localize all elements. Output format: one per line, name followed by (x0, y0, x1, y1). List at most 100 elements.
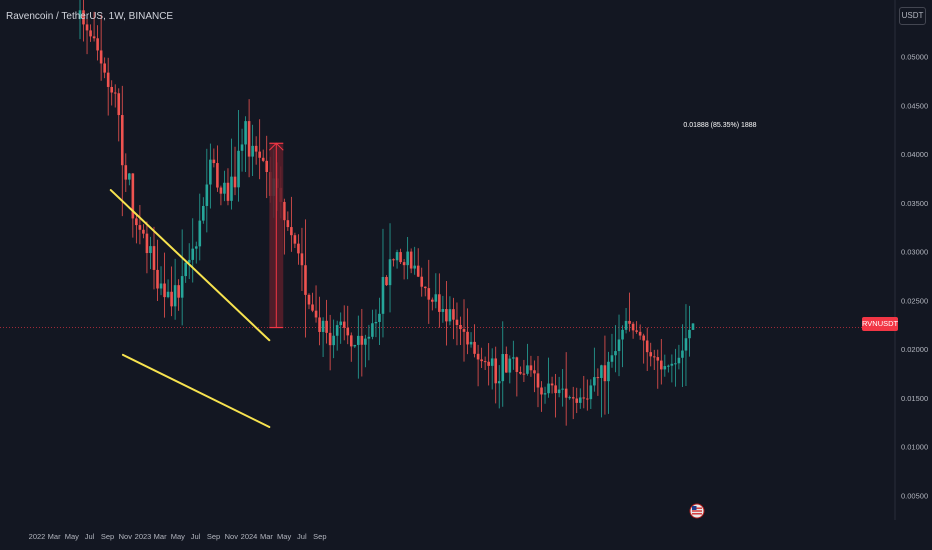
candle-body (459, 324, 462, 330)
price-scale[interactable]: 0.05000 0.04500 0.04000 0.03500 0.03000 0.025… (901, 53, 928, 501)
current-price-badge: RVNUSDT (862, 317, 898, 331)
candle-body (667, 365, 670, 367)
candle-body (416, 265, 420, 277)
candle-body (360, 335, 364, 345)
candle-body (120, 115, 124, 166)
candle-body (219, 187, 223, 194)
us-flag-event-icon[interactable] (689, 503, 705, 519)
symbol-title[interactable]: Ravencoin / TetherUS, 1W, BINANCE (6, 11, 174, 22)
time-label: Sep (101, 532, 114, 541)
candle-body (663, 366, 667, 370)
candle-body (638, 331, 642, 336)
candle-body (575, 398, 579, 403)
candle-body (110, 86, 114, 93)
candle-body (265, 160, 269, 172)
time-label: Sep (313, 532, 326, 541)
candle-body (533, 370, 536, 374)
candle-body (163, 283, 166, 298)
candle-body (78, 10, 82, 19)
candle-body (156, 269, 159, 289)
candle-body (293, 235, 297, 244)
candle-body (145, 233, 149, 254)
candle-body (543, 393, 547, 395)
candle-body (519, 371, 522, 374)
candle-body (339, 321, 343, 326)
candle-body (469, 341, 473, 345)
candle-body (642, 335, 645, 341)
trendline-drawings[interactable] (109, 189, 271, 428)
candle-body (332, 335, 335, 346)
candle-body (209, 159, 212, 185)
candle-body (135, 218, 138, 226)
price-label: 0.01000 (901, 443, 928, 452)
candle-body (240, 144, 244, 151)
candle-body (230, 176, 233, 201)
candle-body (152, 246, 156, 270)
candle-body (321, 320, 325, 332)
candle-body (96, 38, 99, 51)
time-label: Jul (297, 532, 307, 541)
candle-body (198, 220, 202, 247)
candle-body (529, 365, 533, 371)
candle-body (483, 361, 487, 363)
candle-body (578, 397, 582, 403)
candle-body (659, 360, 663, 370)
candle-body (131, 173, 135, 219)
candle-body (603, 365, 607, 382)
candle-body (445, 309, 448, 322)
candle-body (388, 259, 392, 286)
candle-body (476, 353, 480, 360)
candle-body (374, 321, 378, 324)
trendline-upper[interactable] (109, 189, 271, 342)
candle-body (670, 363, 674, 366)
candle-body (406, 251, 409, 266)
candle-body (142, 229, 145, 234)
price-label: 0.00500 (901, 491, 928, 500)
price-label: 0.04000 (901, 150, 928, 159)
price-range-measure-tool[interactable]: 0.01888 (85.35%) 1888 (268, 122, 757, 329)
candle-body (522, 373, 526, 375)
candle-body (318, 317, 321, 332)
time-label: May (171, 532, 185, 541)
candle-body (649, 352, 653, 357)
trendline-lower[interactable] (121, 353, 271, 428)
currency-button[interactable]: USDT (899, 7, 926, 25)
time-label: May (277, 532, 291, 541)
candle-body (173, 285, 177, 307)
candle-body (515, 357, 519, 372)
candle-body (652, 356, 656, 358)
candle-body (212, 159, 216, 164)
candle-body (314, 310, 318, 318)
candle-body (586, 398, 589, 400)
candle-body (691, 323, 695, 330)
candle-body (194, 246, 198, 249)
candlestick-series (78, 0, 695, 426)
candle-body (402, 262, 406, 266)
candle-body (684, 338, 688, 351)
candle-body (568, 397, 571, 399)
candle-body (677, 357, 681, 364)
candle-body (452, 309, 455, 320)
price-label: 0.05000 (901, 53, 928, 62)
candle-body (364, 338, 367, 345)
candle-body (191, 248, 195, 260)
candle-body (385, 276, 388, 286)
price-label: 0.01500 (901, 394, 928, 403)
candle-body (325, 320, 328, 333)
candle-body (244, 121, 247, 145)
price-label: 0.03000 (901, 248, 928, 257)
time-label: 2023 (135, 532, 152, 541)
candle-body (621, 329, 624, 340)
candle-body (448, 309, 452, 322)
candle-body (512, 357, 515, 359)
candle-body (688, 329, 691, 339)
candle-body (554, 385, 557, 394)
time-axis[interactable]: 2022 Mar May Jul Sep Nov 2023 Mar May Jul Sep Nov 20… (29, 532, 327, 541)
candle-body (392, 259, 395, 261)
candle-body (159, 283, 163, 289)
candle-body (353, 344, 357, 347)
candle-body (258, 151, 261, 158)
candle-body (149, 246, 152, 254)
candle-body (427, 288, 431, 300)
